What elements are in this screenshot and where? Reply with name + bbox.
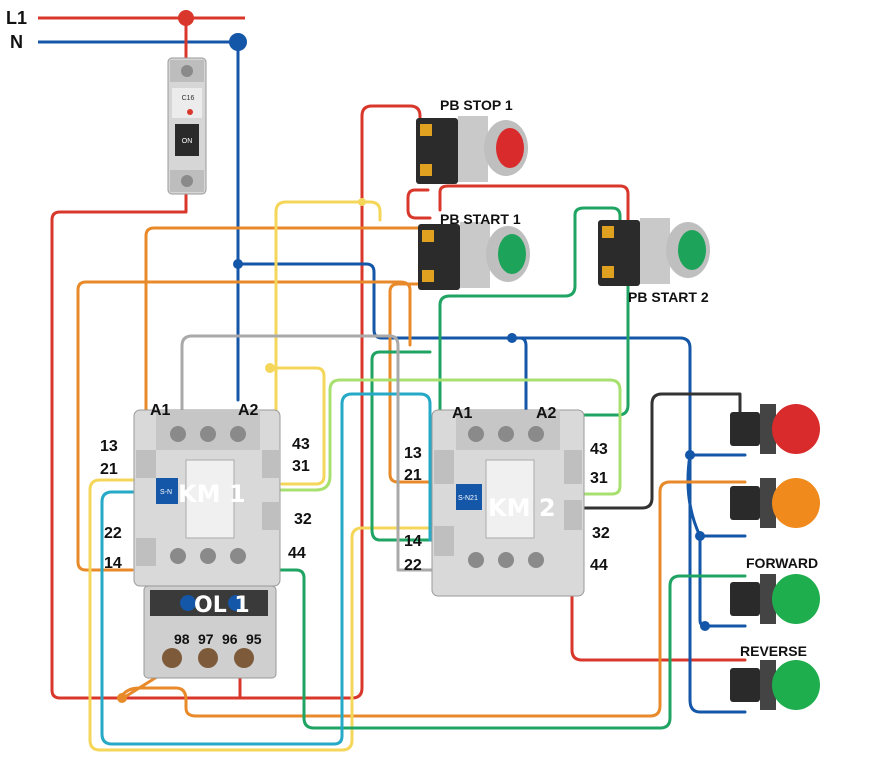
pb-start-1: [418, 222, 530, 290]
km1-t21: 21: [100, 461, 118, 478]
lamp-red: [730, 404, 820, 454]
pb-stop-1: [416, 116, 528, 184]
km2-t31: 31: [590, 470, 608, 487]
km2-t44: 44: [590, 557, 608, 574]
junction-dots: [117, 198, 710, 703]
ol1-t95: 95: [246, 631, 262, 647]
km2-a1: A1: [452, 405, 473, 422]
pb-stop-1-label: PB STOP 1: [440, 97, 513, 113]
n-label: N: [10, 32, 23, 52]
lamp-orange: [730, 478, 820, 528]
supply-lines: [38, 10, 247, 51]
ol1-name: OL 1: [194, 593, 250, 618]
overload-relay: [143, 585, 277, 679]
km2-t14: 14: [404, 533, 422, 550]
km2-model: S-N21: [458, 495, 478, 502]
km1-a2: A2: [238, 402, 259, 419]
km2-t32: 32: [592, 525, 610, 542]
km1-t13: 13: [100, 438, 118, 455]
forward-label: FORWARD: [746, 555, 818, 571]
km2-t13: 13: [404, 445, 422, 462]
km1-t32: 32: [294, 511, 312, 528]
lamp-reverse: [730, 660, 820, 710]
km2-t43: 43: [590, 441, 608, 458]
km2-a2: A2: [536, 405, 557, 422]
pb-start-2-label: PB START 2: [628, 289, 709, 305]
km1-name: KM 1: [178, 480, 246, 508]
km2-t22: 22: [404, 557, 422, 574]
km2-contactor: S-N21: [431, 409, 585, 597]
reverse-label: REVERSE: [740, 643, 807, 659]
km1-t31: 31: [292, 458, 310, 475]
km2-name: KM 2: [488, 494, 556, 522]
breaker-switch: ON: [182, 138, 193, 145]
km2-t21: 21: [404, 467, 422, 484]
km1-t43: 43: [292, 436, 310, 453]
lamp-forward: [730, 574, 820, 624]
km1-t22: 22: [104, 525, 122, 542]
pb-start-2: [598, 218, 710, 286]
km1-t14: 14: [104, 555, 122, 572]
km1-model: S-N: [160, 489, 172, 496]
ol1-t96: 96: [222, 631, 238, 647]
l1-label: L1: [6, 8, 27, 28]
km1-a1: A1: [150, 402, 171, 419]
circuit-breaker: C16 ON: [167, 57, 207, 195]
breaker-rating: C16: [182, 95, 195, 102]
km1-t44: 44: [288, 545, 306, 562]
ol1-t97: 97: [198, 631, 214, 647]
ol1-t98: 98: [174, 631, 190, 647]
km1-contactor: S-N: [133, 409, 281, 587]
pb-start-1-label: PB START 1: [440, 211, 521, 227]
